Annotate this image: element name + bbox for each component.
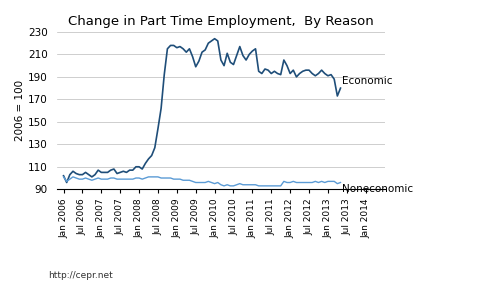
Y-axis label: 2006 = 100: 2006 = 100 (15, 80, 25, 141)
Text: Noneconomic: Noneconomic (342, 183, 413, 194)
Text: http://cepr.net: http://cepr.net (48, 271, 113, 280)
Title: Change in Part Time Employment,  By Reason: Change in Part Time Employment, By Reaso… (68, 15, 374, 28)
Text: Economic: Economic (342, 76, 393, 86)
